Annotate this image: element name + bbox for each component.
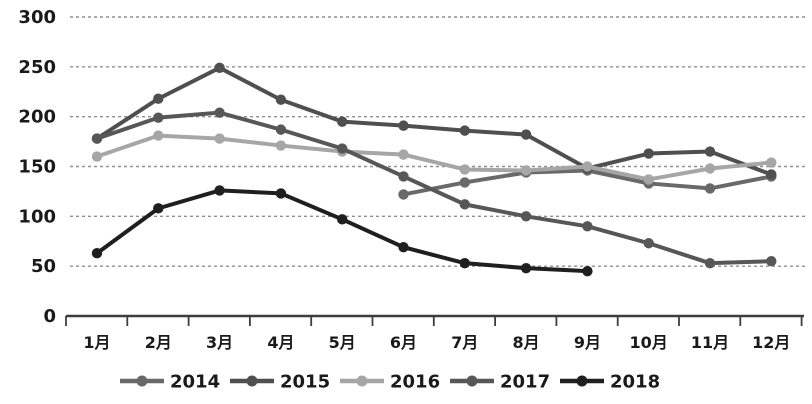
legend-marker-dot-2016 xyxy=(356,375,368,387)
x-axis-label-10: 10月 xyxy=(630,333,668,352)
series-marker-2016-11月 xyxy=(704,163,716,174)
series-marker-2015-12月 xyxy=(766,169,777,180)
legend-label-2017: 2017 xyxy=(500,372,550,393)
series-marker-2018-8月 xyxy=(520,262,532,274)
x-axis-label-3: 3月 xyxy=(206,333,233,352)
y-axis-label-250: 250 xyxy=(18,57,56,78)
legend-label-2015: 2015 xyxy=(280,372,330,393)
series-marker-2016-7月 xyxy=(459,164,470,175)
series-marker-2015-2月 xyxy=(153,93,164,104)
series-marker-2018-6月 xyxy=(398,242,409,253)
y-axis-label-150: 150 xyxy=(18,157,56,178)
x-axis-label-6: 6月 xyxy=(390,333,417,352)
series-marker-2015-8月 xyxy=(520,129,532,140)
series-line-2017 xyxy=(95,110,774,266)
series-marker-2016-4月 xyxy=(275,140,287,151)
y-axis-label-50: 50 xyxy=(31,256,56,277)
series-marker-2015-11月 xyxy=(704,146,716,157)
y-axis-label-100: 100 xyxy=(18,206,56,227)
series-line-2016 xyxy=(95,133,774,182)
series-marker-2016-8月 xyxy=(520,165,532,176)
x-axis-label-1: 1月 xyxy=(83,333,110,352)
x-axis-label-12: 12月 xyxy=(752,333,790,352)
series-marker-2015-4月 xyxy=(275,94,287,105)
x-axis-label-4: 4月 xyxy=(267,333,294,352)
series-marker-2017-4月 xyxy=(275,124,287,135)
series-marker-2018-7月 xyxy=(459,257,470,269)
x-axis-label-11: 11月 xyxy=(691,333,729,352)
series-marker-2018-9月 xyxy=(582,265,593,277)
series-marker-2016-12月 xyxy=(766,157,777,168)
legend-marker-dot-2015 xyxy=(246,375,258,387)
series-marker-2018-4月 xyxy=(275,188,287,199)
series-marker-2018-1月 xyxy=(91,248,103,259)
series-marker-2018-2月 xyxy=(153,203,164,214)
series-marker-2017-2月 xyxy=(153,112,164,123)
series-marker-2014-7月 xyxy=(459,177,470,188)
series-marker-2016-3月 xyxy=(214,133,225,144)
series-marker-2016-9月 xyxy=(582,161,593,172)
series-marker-2017-8月 xyxy=(520,211,532,222)
series-marker-2018-5月 xyxy=(337,214,348,225)
series-marker-2017-3月 xyxy=(214,107,225,118)
series-marker-2016-2月 xyxy=(153,130,164,141)
series-marker-2015-10月 xyxy=(643,148,654,159)
series-marker-2015-6月 xyxy=(398,120,409,131)
x-axis-label-5: 5月 xyxy=(329,333,356,352)
legend-marker-dot-2014 xyxy=(136,375,148,387)
series-marker-2017-5月 xyxy=(337,143,348,154)
series-marker-2017-10月 xyxy=(643,238,654,249)
x-axis-label-8: 8月 xyxy=(513,333,540,352)
x-axis-label-7: 7月 xyxy=(451,333,478,352)
x-axis-label-2: 2月 xyxy=(145,333,172,352)
series-marker-2017-9月 xyxy=(582,221,593,232)
series-line-2015 xyxy=(95,65,774,177)
series-marker-2016-6月 xyxy=(398,149,409,160)
legend-marker-dot-2018 xyxy=(576,375,588,387)
series-marker-2017-1月 xyxy=(91,133,103,144)
y-axis-label-200: 200 xyxy=(18,107,56,128)
series-marker-2015-5月 xyxy=(337,116,348,127)
legend-label-2014: 2014 xyxy=(170,372,220,393)
series-marker-2014-6月 xyxy=(398,189,409,200)
series-marker-2017-7月 xyxy=(459,199,470,210)
y-axis-label-0: 0 xyxy=(43,306,56,327)
series-marker-2015-7月 xyxy=(459,125,470,136)
y-axis-label-300: 300 xyxy=(18,7,56,28)
series-marker-2016-10月 xyxy=(643,174,654,185)
legend-marker-dot-2017 xyxy=(466,375,478,387)
legend-label-2018: 2018 xyxy=(610,372,660,393)
series-marker-2016-1月 xyxy=(91,151,103,162)
series-marker-2017-6月 xyxy=(398,171,409,182)
legend-label-2016: 2016 xyxy=(390,372,440,393)
series-marker-2017-11月 xyxy=(704,257,716,269)
series-marker-2017-12月 xyxy=(766,255,777,267)
x-axis-label-9: 9月 xyxy=(574,333,601,352)
series-marker-2018-3月 xyxy=(214,185,225,196)
series-line-2018 xyxy=(95,188,590,274)
series-marker-2014-11月 xyxy=(704,183,716,194)
series-marker-2015-3月 xyxy=(214,62,225,74)
